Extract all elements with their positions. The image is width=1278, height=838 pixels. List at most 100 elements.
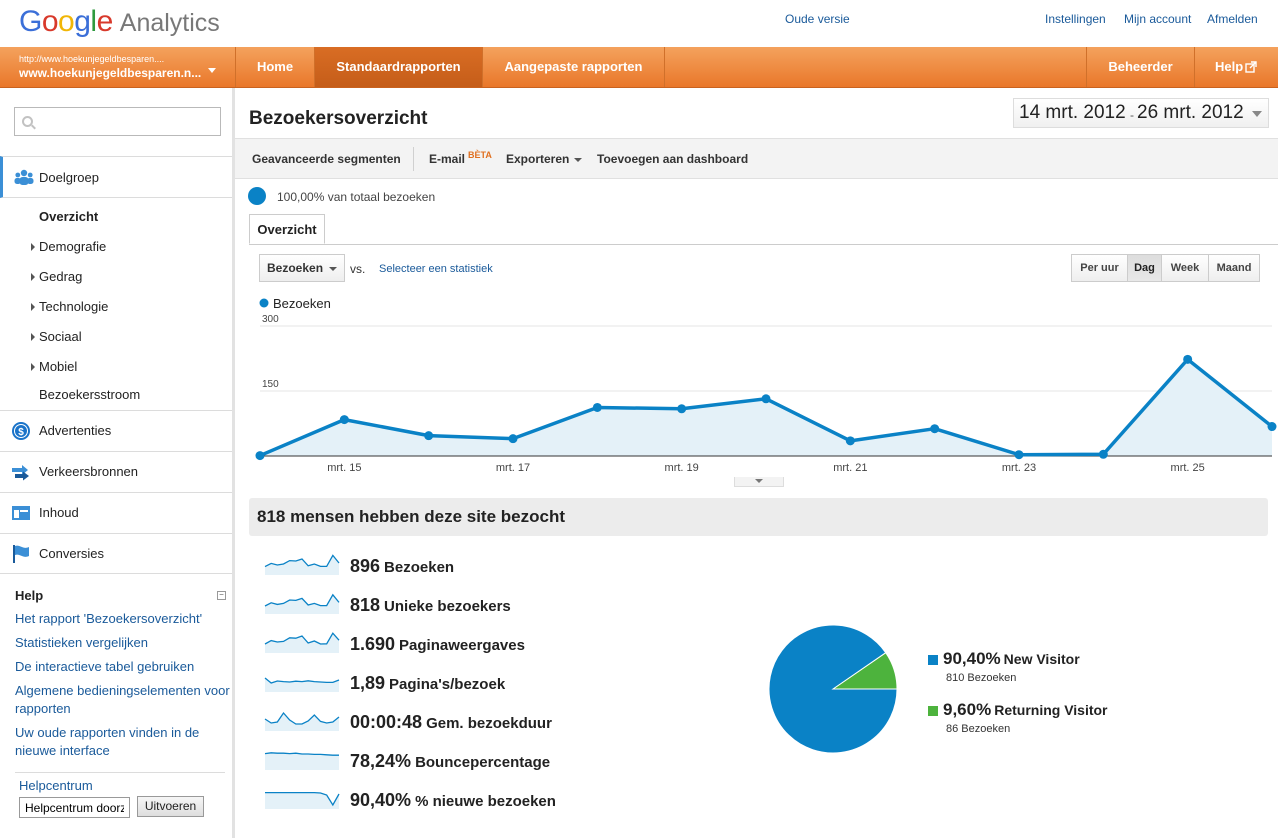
data-point[interactable] (845, 436, 855, 446)
metric-name: Bezoeken (384, 559, 455, 576)
help-link[interactable]: Statistieken vergelijken (15, 635, 148, 650)
pie-slice[interactable] (768, 624, 898, 754)
sidebar-item-label: Inhoud (39, 505, 79, 520)
action-bar: Geavanceerde segmenten E-mail BÈTA Export… (235, 138, 1278, 179)
sidebar-item-label: Verkeersbronnen (39, 464, 139, 479)
metric-value: 1,89 Pagina's/bezoek (350, 673, 506, 693)
sidebar-sub-visitor-flow[interactable]: Bezoekersstroom (39, 387, 141, 402)
summary-headline: 818 mensen hebben deze site bezocht (249, 498, 1268, 536)
sparkline-area (265, 594, 339, 614)
metric-value: 896 Bezoeken (350, 556, 455, 576)
data-point[interactable] (1098, 449, 1108, 459)
granularity-month-button[interactable]: Maand (1208, 254, 1260, 282)
account-url: http://www.hoekunjegeldbesparen.... (19, 54, 165, 64)
metric-value: 78,24% Bouncepercentage (350, 751, 551, 771)
helpcenter-submit-button[interactable]: Uitvoeren (137, 796, 204, 817)
old-version-link[interactable]: Oude versie (785, 12, 850, 26)
my-account-link[interactable]: Mijn account (1124, 12, 1192, 26)
tab-overview[interactable]: Overzicht (249, 214, 325, 244)
report-tabs: Overzicht (249, 214, 1278, 245)
data-point[interactable] (1267, 422, 1277, 432)
sidebar-item-label: Doelgroep (39, 170, 99, 185)
series-area (260, 359, 1272, 456)
main-content: Bezoekersoverzicht 14 mrt. 2012 - 26 mrt… (235, 88, 1278, 838)
vs-label: vs. (350, 262, 366, 276)
sidebar-sub-label: Mobiel (39, 359, 78, 374)
data-point[interactable] (1183, 354, 1193, 364)
add-to-dashboard-button[interactable]: Toevoegen aan dashboard (597, 152, 749, 166)
settings-link[interactable]: Instellingen (1045, 12, 1106, 26)
helpcenter-search-input[interactable] (19, 797, 130, 818)
sparkline (265, 791, 340, 809)
metric-select[interactable]: Bezoeken (259, 254, 345, 282)
data-point[interactable] (761, 394, 771, 404)
email-button[interactable]: E-mail BÈTA (429, 150, 492, 166)
legend-visits: 810 Bezoeken (946, 672, 1017, 684)
granularity-hour-button[interactable]: Per uur (1071, 254, 1128, 282)
nav-standard-reports[interactable]: Standaardrapporten (315, 47, 483, 87)
sparkline (264, 711, 340, 731)
sidebar-item-conversions[interactable]: Conversies (0, 533, 232, 574)
x-tick-label: mrt. 19 (665, 462, 699, 474)
sidebar-sub-mobile[interactable]: Mobiel (31, 359, 78, 374)
sidebar-search[interactable] (14, 107, 221, 136)
sidebar-sub-demographics[interactable]: Demografie (31, 239, 106, 254)
logout-link[interactable]: Afmelden (1207, 12, 1258, 26)
sidebar-item-audience[interactable]: Doelgroep (0, 156, 232, 198)
account-selector[interactable]: http://www.hoekunjegeldbesparen.... www.… (0, 47, 236, 87)
sidebar-sub-technology[interactable]: Technologie (31, 299, 108, 314)
top-bar: Google Analytics Oude versie Instellingen… (0, 0, 1278, 47)
chart-collapse-handle[interactable] (734, 477, 784, 487)
data-point[interactable] (339, 415, 349, 425)
sparkline-area (265, 633, 339, 653)
sidebar-sub-behavior[interactable]: Gedrag (31, 269, 82, 284)
metric-name: Paginaweergaves (399, 637, 525, 654)
data-point[interactable] (930, 424, 940, 434)
x-tick-label: mrt. 17 (496, 462, 530, 474)
sidebar-item-traffic-sources[interactable]: Verkeersbronnen (0, 451, 232, 492)
export-button[interactable]: Exporteren (506, 152, 583, 166)
triangle-right-icon (31, 243, 35, 251)
metric-name: Unieke bezoekers (384, 598, 511, 615)
helpcenter-link[interactable]: Helpcentrum (19, 778, 93, 793)
data-point[interactable] (592, 402, 602, 412)
date-range-picker[interactable]: 14 mrt. 2012 - 26 mrt. 2012 (1013, 98, 1269, 128)
sparkline (264, 752, 339, 770)
nav-admin[interactable]: Beheerder (1086, 47, 1194, 87)
sidebar-sub-social[interactable]: Sociaal (31, 329, 82, 344)
help-link[interactable]: De interactieve tabel gebruiken (15, 659, 195, 674)
sparkline-area (265, 752, 339, 770)
data-point[interactable] (255, 451, 265, 461)
legend-dot (259, 298, 269, 308)
collapse-icon[interactable]: − (217, 591, 226, 600)
metric-value: 1.690 Paginaweergaves (350, 634, 525, 654)
legend-swatch (928, 655, 938, 665)
nav-home[interactable]: Home (236, 47, 315, 87)
sparkline-line (265, 791, 340, 807)
data-point[interactable] (1014, 450, 1024, 460)
help-link[interactable]: Het rapport 'Bezoekersoverzicht' (15, 611, 203, 626)
data-point[interactable] (424, 431, 434, 441)
advanced-segments-button[interactable]: Geavanceerde segmenten (252, 152, 401, 166)
legend-label: Bezoeken (273, 296, 331, 311)
export-label: Exporteren (506, 152, 570, 166)
metric-value: 00:00:48 Gem. bezoekduur (350, 712, 552, 732)
account-name: www.hoekunjegeldbesparen.n... (19, 66, 202, 80)
granularity-week-button[interactable]: Week (1161, 254, 1209, 282)
select-statistic-link[interactable]: Selecteer een statistiek (379, 263, 493, 275)
legend-value: 9,60% Returning Visitor (943, 700, 1108, 719)
metric-value: 90,40%% nieuwe bezoeken (350, 790, 556, 810)
help-link[interactable]: Algemene bedieningselementen voor rappor… (15, 683, 230, 716)
data-point[interactable] (508, 434, 518, 444)
granularity-day-button[interactable]: Dag (1127, 254, 1162, 282)
sidebar-sub-overview[interactable]: Overzicht (39, 209, 99, 224)
help-link[interactable]: Uw oude rapporten vinden in de nieuwe in… (15, 725, 200, 758)
nav-custom-reports[interactable]: Aangepaste rapporten (483, 47, 665, 87)
nav-help[interactable]: Help (1194, 47, 1278, 87)
sidebar-item-advertising[interactable]: $ Advertenties (0, 410, 232, 451)
search-input[interactable] (39, 112, 218, 133)
data-point[interactable] (677, 404, 687, 414)
external-link-icon (1245, 61, 1257, 73)
google-analytics-logo[interactable]: Google Analytics (19, 4, 220, 41)
sidebar-item-content[interactable]: Inhoud (0, 492, 232, 533)
